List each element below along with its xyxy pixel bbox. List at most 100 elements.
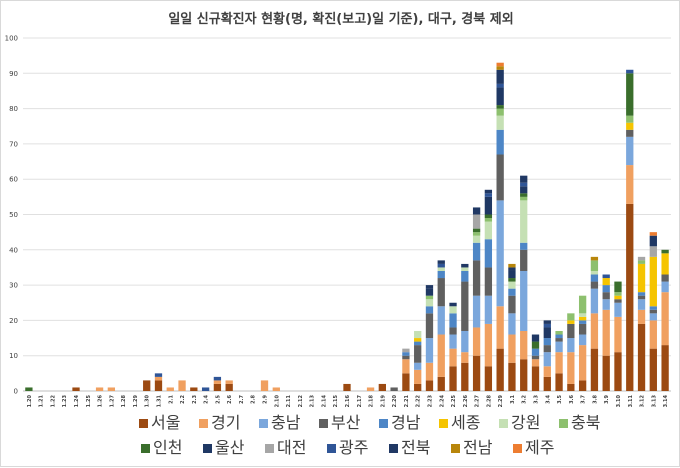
legend-label: 경남 [391,413,421,432]
x-tick-label: 2.17 [357,394,363,407]
bar-segment [555,352,563,374]
bar-segment [414,362,422,370]
x-tick-label: 2.1 [168,394,174,403]
bar-segment [508,267,516,271]
x-tick-label: 1.31 [156,394,162,407]
bar-segment [496,306,504,349]
x-tick-label: 3.10 [616,394,622,407]
bar-segment [402,348,410,353]
bar-segment [578,320,587,324]
bar-segment [449,334,457,349]
bar-segment [437,267,445,271]
x-tick-label: 1.27 [109,394,115,407]
y-tick-label: 10 [9,352,18,360]
bar-segment [543,327,551,339]
x-tick-label: 2.2 [180,394,186,403]
bar-segment [531,359,540,367]
legend-swatch [203,444,212,453]
legend-swatch [559,419,568,428]
bar-segment [520,270,528,331]
bar-segment [213,383,222,391]
bar-segment [402,359,410,374]
bar-segment [590,270,599,275]
x-tick-label: 3.8 [592,394,598,403]
bar-segment [414,341,422,346]
x-tick-label: 2.26 [463,394,469,407]
bar-segment [590,288,599,314]
bar-segment [414,383,422,391]
bar-segment [414,369,422,384]
x-tick-label: 1.29 [133,394,139,407]
bar-segment [72,387,80,391]
y-tick-label: 60 [9,176,18,184]
x-tick-label: 2.16 [345,394,351,407]
bar-segment [520,182,528,187]
bar-segment [260,380,269,391]
bar-segment [555,338,563,342]
bar-series [25,62,669,391]
x-tick-label: 2.28 [486,394,492,407]
y-tick-label: 20 [9,317,18,325]
bar-segment [390,387,398,391]
bar-segment [437,376,445,391]
bar-segment [602,299,610,310]
gridlines [23,37,671,392]
x-tick-label: 2.19 [380,394,386,407]
bar-segment [578,295,587,314]
bar-segment [649,309,657,314]
bar-segment [637,292,646,296]
bar-segment [402,355,410,360]
bar-segment [661,292,669,346]
bar-segment [555,373,563,391]
bar-segment [425,288,434,296]
bar-segment [213,376,222,381]
x-tick-label: 3.14 [663,394,669,407]
x-tick-label: 2.21 [404,394,410,407]
bar-segment [484,267,493,296]
x-axis-ticks: 1.20 1.21 1.22 1.23 1.24 1.25 1.26 1.27 1.28 1.29… [27,394,669,407]
bar-segment [484,295,493,324]
legend-swatch [141,444,150,453]
legend-label: 서울 [151,413,180,432]
y-axis-ticks: 0 10 20 30 40 50 60 70 80 90 100 [5,35,18,396]
x-tick-label: 2.27 [475,394,481,407]
bar-segment [520,242,528,250]
legend-label: 충북 [571,413,600,432]
bar-segment [472,232,481,236]
bar-segment [520,359,528,391]
bar-segment [602,274,610,279]
bar-segment [414,345,422,363]
bar-segment [661,249,669,254]
x-tick-label: 2.25 [451,394,457,407]
bar-segment [602,285,610,293]
x-tick-label: 3.4 [545,394,551,403]
bar-segment [402,352,410,356]
bar-segment [614,299,622,303]
bar-segment [461,362,469,391]
x-tick-label: 1.28 [121,394,127,407]
bar-segment [637,295,646,300]
bar-segment [578,345,587,381]
bar-segment [567,338,575,353]
legend-label: 강원 [511,413,540,432]
y-tick-label: 0 [14,388,18,396]
x-tick-label: 2.4 [204,394,210,403]
bar-segment [602,309,610,356]
bar-segment [402,373,410,391]
legend-label: 전남 [463,438,493,457]
legend-swatch [327,444,336,453]
bar-segment [437,306,445,335]
bar-segment [343,383,351,391]
bar-segment [437,270,445,279]
legend-swatch [439,419,448,428]
bar-segment [484,366,493,391]
x-tick-label: 3.9 [604,394,610,403]
bar-segment [520,186,528,194]
bar-segment [555,341,563,353]
bar-segment [614,302,622,317]
bar-segment [567,320,575,324]
bar-segment [637,256,646,261]
bar-segment [614,316,622,353]
bar-segment [637,299,646,310]
bar-segment [543,376,551,391]
